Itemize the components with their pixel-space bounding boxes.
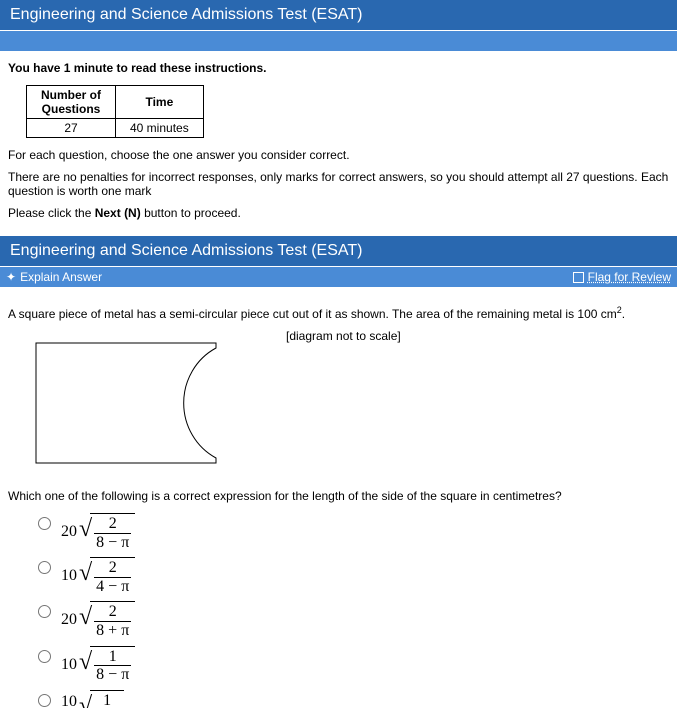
answer-option[interactable]: 10 √ 1 8 − π bbox=[38, 646, 669, 684]
coef: 20 bbox=[61, 611, 77, 629]
denominator: 8 − π bbox=[94, 666, 131, 684]
question-text: A square piece of metal has a semi-circu… bbox=[8, 305, 669, 321]
question-content: A square piece of metal has a semi-circu… bbox=[0, 287, 677, 716]
sqrt-icon: √ bbox=[79, 650, 92, 688]
numerator: 1 bbox=[94, 648, 131, 667]
page-title-bar-1: Engineering and Science Admissions Test … bbox=[0, 0, 677, 30]
coef: 10 bbox=[61, 567, 77, 585]
question-diagram bbox=[26, 333, 226, 473]
denominator: 4 − π bbox=[94, 578, 131, 596]
diagram-row: [diagram not to scale] bbox=[8, 329, 669, 481]
flag-review-label: Flag for Review bbox=[588, 270, 671, 284]
numerator: 2 bbox=[94, 515, 131, 534]
table-cell-time: 40 minutes bbox=[116, 119, 204, 138]
page-title-bar-2: Engineering and Science Admissions Test … bbox=[0, 236, 677, 266]
instructions-table: Number of Questions Time 27 40 minutes bbox=[26, 85, 204, 138]
explain-answer-label: Explain Answer bbox=[20, 270, 102, 284]
numerator: 1 bbox=[94, 692, 120, 708]
page-title-1: Engineering and Science Admissions Test … bbox=[10, 6, 362, 23]
answer-option[interactable]: 10 √ 1 bbox=[38, 690, 669, 708]
answer-radio[interactable] bbox=[38, 650, 51, 663]
answer-radio[interactable] bbox=[38, 605, 51, 618]
table-header-questions: Number of Questions bbox=[27, 86, 116, 119]
sqrt-icon: √ bbox=[79, 561, 92, 599]
table-row: 27 40 minutes bbox=[27, 119, 204, 138]
coef: 10 bbox=[61, 693, 77, 708]
answer-option[interactable]: 20 √ 2 8 − π bbox=[38, 513, 669, 551]
answer-formula: 10 √ 1 8 − π bbox=[61, 646, 135, 684]
instructions-p2: There are no penalties for incorrect res… bbox=[8, 170, 669, 198]
toolbar-2: ✦ Explain Answer Flag for Review bbox=[0, 267, 677, 287]
question-prompt: Which one of the following is a correct … bbox=[8, 489, 669, 503]
flag-icon bbox=[573, 272, 584, 283]
denominator: 8 − π bbox=[94, 534, 131, 552]
instructions-p3: Please click the Next (N) button to proc… bbox=[8, 206, 669, 220]
toolbar-1 bbox=[0, 31, 677, 51]
flag-review-button[interactable]: Flag for Review bbox=[573, 270, 671, 284]
sqrt-icon: √ bbox=[79, 517, 92, 555]
p3-pre: Please click the bbox=[8, 206, 95, 220]
instructions-content: You have 1 minute to read these instruct… bbox=[0, 51, 677, 236]
sqrt-icon: √ bbox=[79, 694, 92, 708]
table-header-time: Time bbox=[116, 86, 204, 119]
answer-formula: 20 √ 2 8 − π bbox=[61, 513, 135, 551]
diagram-note: [diagram not to scale] bbox=[286, 329, 401, 343]
sqrt-icon: √ bbox=[79, 605, 92, 643]
sparkle-icon: ✦ bbox=[6, 271, 16, 283]
page-title-2: Engineering and Science Admissions Test … bbox=[10, 242, 362, 259]
p3-bold: Next (N) bbox=[95, 206, 141, 220]
coef: 10 bbox=[61, 656, 77, 674]
answer-radio[interactable] bbox=[38, 517, 51, 530]
answer-radio[interactable] bbox=[38, 694, 51, 707]
instructions-heading: You have 1 minute to read these instruct… bbox=[8, 61, 669, 75]
denominator: 8 + π bbox=[94, 622, 131, 640]
explain-answer-button[interactable]: ✦ Explain Answer bbox=[6, 270, 102, 284]
answer-option[interactable]: 10 √ 2 4 − π bbox=[38, 557, 669, 595]
answer-formula: 10 √ 1 bbox=[61, 690, 124, 708]
answer-formula: 20 √ 2 8 + π bbox=[61, 601, 135, 639]
q-text-pre: A square piece of metal has a semi-circu… bbox=[8, 307, 617, 321]
answer-options: 20 √ 2 8 − π 10 √ 2 4 − π bbox=[38, 513, 669, 708]
answer-radio[interactable] bbox=[38, 561, 51, 574]
answer-formula: 10 √ 2 4 − π bbox=[61, 557, 135, 595]
answer-option[interactable]: 20 √ 2 8 + π bbox=[38, 601, 669, 639]
coef: 20 bbox=[61, 523, 77, 541]
table-cell-questions: 27 bbox=[27, 119, 116, 138]
q-text-post: . bbox=[622, 307, 625, 321]
p3-post: button to proceed. bbox=[141, 206, 241, 220]
table-row: Number of Questions Time bbox=[27, 86, 204, 119]
numerator: 2 bbox=[94, 559, 131, 578]
instructions-p1: For each question, choose the one answer… bbox=[8, 148, 669, 162]
numerator: 2 bbox=[94, 603, 131, 622]
